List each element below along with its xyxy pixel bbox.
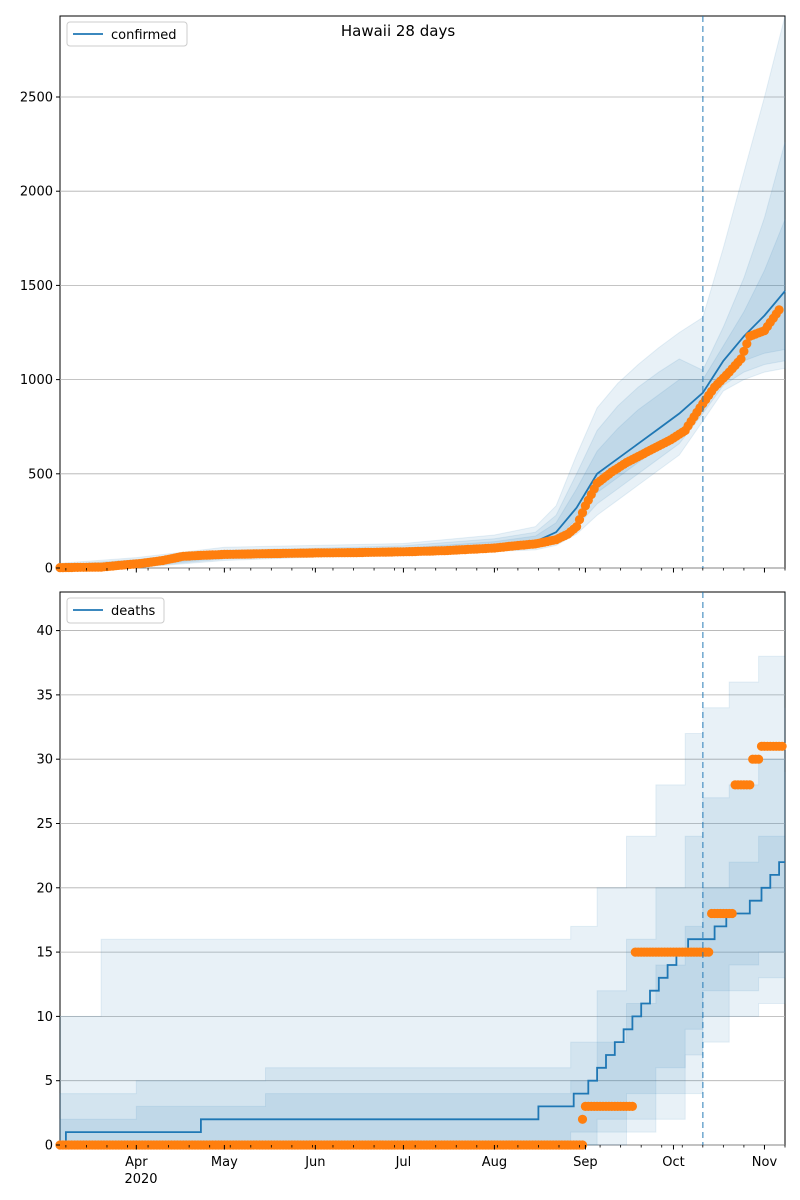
y-tick-label: 30 xyxy=(36,753,53,768)
y-tick-label: 1000 xyxy=(20,373,53,388)
x-axis-year-label: 2020 xyxy=(124,1172,157,1187)
observed-point xyxy=(572,522,582,532)
observed-point xyxy=(745,780,755,790)
y-tick-label: 0 xyxy=(45,562,53,577)
model-median-line xyxy=(60,861,785,1146)
y-tick-label: 5 xyxy=(45,1074,53,1089)
confirmed-legend: confirmed xyxy=(66,21,188,47)
x-tick-label: Sep xyxy=(573,1155,598,1170)
confirmed-panel: 0 500 1000 1500 2000 2500 Hawaii 28 days conf… xyxy=(20,15,786,577)
deaths-x-axis: Apr May Jun Jul Aug Sep Oct Nov xyxy=(65,1145,786,1170)
y-tick-label: 0 xyxy=(45,1139,53,1154)
x-tick-label: Nov xyxy=(752,1155,778,1170)
x-tick-label: Oct xyxy=(662,1155,684,1170)
deaths-uncertainty-bands xyxy=(59,592,786,1146)
observed-point xyxy=(727,908,737,919)
observed-point xyxy=(577,508,588,518)
observed-point xyxy=(704,947,714,957)
uncertainty-band xyxy=(59,592,786,1146)
observed-point xyxy=(736,354,746,364)
observed-point xyxy=(774,305,784,315)
y-tick-label: 35 xyxy=(36,688,53,703)
figure-title: Hawaii 28 days xyxy=(341,22,455,40)
x-tick-label: May xyxy=(211,1155,238,1170)
observed-point xyxy=(574,515,585,525)
deaths-y-axis: 0 5 10 15 20 25 30 35 40 xyxy=(36,624,60,1154)
observed-point xyxy=(777,741,787,751)
confirmed-y-axis: 0 500 1000 1500 2000 2500 xyxy=(20,91,60,577)
x-tick-label: Jun xyxy=(304,1155,325,1170)
confirmed-observed-points xyxy=(55,305,784,573)
confirmed-x-axis xyxy=(65,568,786,573)
x-tick-label: Jul xyxy=(395,1155,412,1170)
y-tick-label: 10 xyxy=(36,1010,53,1025)
x-tick-label: Aug xyxy=(482,1155,507,1170)
x-tick-label: Apr xyxy=(125,1155,148,1170)
observed-point xyxy=(742,339,752,349)
deaths-gridlines xyxy=(60,630,785,1146)
observed-point xyxy=(577,1140,588,1150)
y-tick-label: 25 xyxy=(36,817,53,832)
observed-point xyxy=(754,754,764,764)
y-tick-label: 15 xyxy=(36,946,53,961)
deaths-model-line xyxy=(60,861,785,1146)
deaths-legend: deaths xyxy=(66,597,165,624)
observed-point xyxy=(577,1114,588,1124)
y-tick-label: 40 xyxy=(36,624,53,639)
y-tick-label: 1500 xyxy=(20,279,53,294)
uncertainty-band xyxy=(59,707,786,1146)
deaths-legend-label: deaths xyxy=(111,604,156,619)
observed-point xyxy=(627,1101,638,1111)
deaths-panel: 0 5 10 15 20 25 30 35 40 Apr May Jun Jul Aug Sep Oct No… xyxy=(36,591,787,1187)
y-tick-label: 500 xyxy=(28,467,53,482)
confirmed-legend-label: confirmed xyxy=(111,28,177,43)
confirmed-gridlines xyxy=(60,96,785,569)
y-tick-label: 2000 xyxy=(20,185,53,200)
uncertainty-band xyxy=(59,15,786,569)
confirmed-legend-box xyxy=(66,21,188,47)
y-tick-label: 20 xyxy=(36,881,53,896)
deaths-legend-box xyxy=(66,597,165,624)
observed-point xyxy=(739,346,749,356)
y-tick-label: 2500 xyxy=(20,91,53,106)
